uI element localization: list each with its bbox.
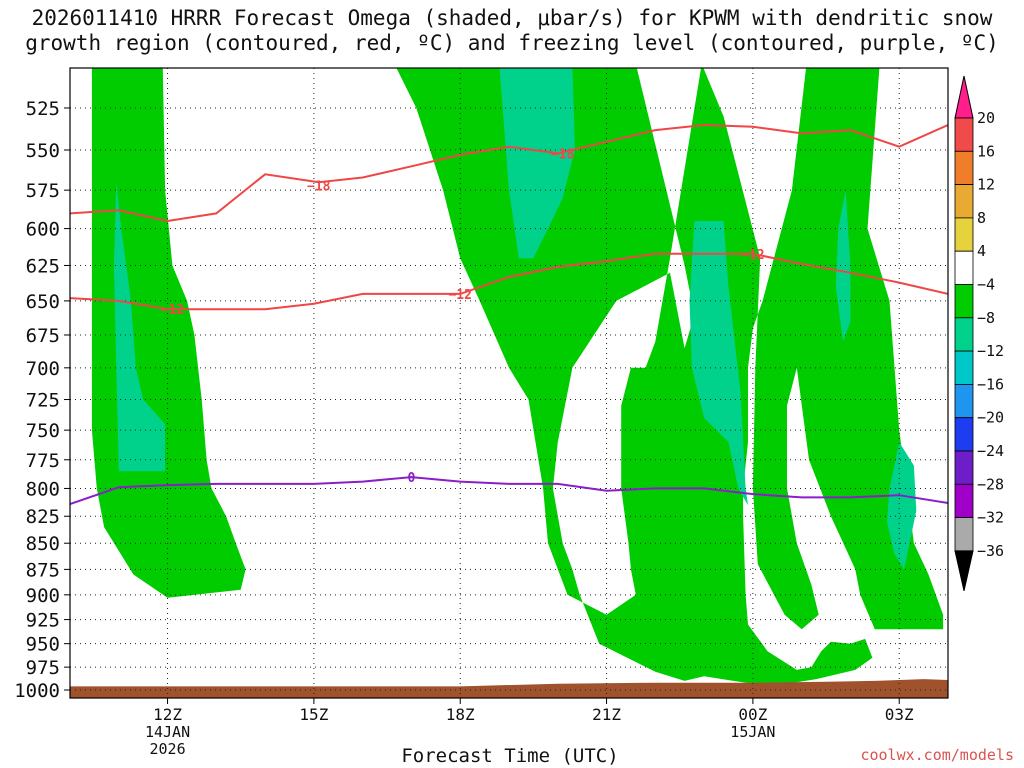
colorbar-label: 16 (977, 142, 995, 160)
y-tick-label: 800 (26, 478, 60, 500)
contour-line-2 (70, 476, 948, 506)
x-tick-label: 12Z (153, 705, 182, 724)
omega-region-0 (91, 68, 246, 598)
colorbar-label: −36 (977, 542, 1004, 560)
omega-region-6 (887, 442, 917, 570)
title-line-2: growth region (contoured, red, ºC) and f… (25, 31, 999, 55)
plot-frame (69, 67, 949, 699)
y-tick-label: 725 (26, 390, 60, 412)
y-tick-label: 550 (26, 140, 60, 162)
x-tick-sublabel: 14JAN (145, 723, 190, 741)
x-tick-sublabel: 15JAN (730, 723, 775, 741)
colorbar-label: −28 (977, 475, 1004, 493)
colorbar-segment (954, 517, 974, 552)
y-tick-label: 775 (26, 450, 60, 472)
colorbar-label: −12 (977, 342, 1004, 360)
y-tick-label: 825 (26, 506, 60, 528)
colorbar-segment (954, 450, 974, 485)
colorbar-label: −20 (977, 409, 1004, 427)
contour-label: −12 (741, 248, 764, 263)
colorbar-segment (954, 150, 974, 186)
y-tick-label: 700 (26, 358, 60, 380)
y-tick-label: 525 (26, 98, 60, 120)
y-tick-label: 925 (26, 610, 60, 632)
colorbar-segment (954, 317, 974, 352)
omega-region-3 (499, 68, 575, 259)
colorbar-label: −16 (977, 375, 1004, 393)
colorbar-label: −32 (977, 509, 1004, 527)
y-tick-label: 975 (26, 657, 60, 679)
colorbar-segment (954, 184, 974, 219)
colorbar-segment (954, 417, 974, 452)
x-axis-label: Forecast Time (UTC) (401, 745, 619, 767)
x-tick-label: 03Z (885, 705, 914, 724)
contour-line-1 (70, 252, 948, 311)
y-tick-label: 900 (26, 585, 60, 607)
colorbar: 20 16 12 8 4 −4 −8 −12 −16 −20 −24 −28 −32 −36 (954, 75, 1004, 592)
colorbar-top-arrow (954, 75, 974, 119)
credit-text: coolwx.com/models (860, 746, 1014, 764)
y-tick-label: 750 (26, 420, 60, 442)
y-axis: 525 550 575 600 625 650 675 700 725 750 775 800 825 8… (14, 98, 70, 702)
colorbar-segment (954, 250, 974, 285)
contour-line-0 (70, 123, 948, 223)
omega-shading (91, 68, 944, 684)
contour-layer: −18 −18 −12 −12 −12 0 (70, 123, 948, 506)
y-tick-label: 600 (26, 219, 60, 241)
x-tick-sublabel: 2026 (149, 740, 185, 758)
y-tick-label: 650 (26, 291, 60, 313)
colorbar-label: 4 (977, 242, 986, 260)
colorbar-segment (954, 284, 974, 319)
colorbar-label: −8 (977, 309, 995, 327)
terrain-layer (70, 679, 948, 698)
y-tick-label: 850 (26, 533, 60, 555)
omega-region-4 (689, 221, 748, 506)
colorbar-bottom-arrow (954, 550, 974, 592)
colorbar-label: 12 (977, 176, 995, 194)
y-tick-label: 675 (26, 325, 60, 347)
title-line-1: 2026011410 HRRR Forecast Omega (shaded, … (31, 6, 993, 30)
colorbar-segment (954, 350, 974, 385)
omega-region-2 (396, 68, 944, 684)
y-tick-label: 950 (26, 634, 60, 656)
contour-label: −18 (551, 147, 575, 162)
y-tick-label: 875 (26, 559, 60, 581)
chart-title: 2026011410 HRRR Forecast Omega (shaded, … (0, 6, 1024, 56)
contour-label: −12 (448, 288, 471, 303)
x-tick-label: 18Z (446, 705, 475, 724)
contour-label: −12 (161, 303, 184, 318)
terrain-fill (70, 679, 948, 698)
colorbar-segment (954, 483, 974, 518)
colorbar-segment (954, 383, 974, 419)
colorbar-label: −24 (977, 442, 1004, 460)
omega-region-1 (113, 182, 166, 472)
colorbar-segment (954, 117, 974, 152)
omega-region-5 (835, 190, 851, 342)
x-tick-label: 21Z (592, 705, 621, 724)
x-tick-label: 00Z (738, 705, 767, 724)
grid-layer (70, 68, 948, 698)
y-tick-label: 1000 (14, 680, 60, 702)
colorbar-label: 20 (977, 109, 995, 127)
y-tick-label: 575 (26, 180, 60, 202)
contour-label: −18 (307, 179, 331, 194)
x-tick-label: 15Z (299, 705, 328, 724)
y-tick-label: 625 (26, 255, 60, 277)
colorbar-segment (954, 217, 974, 252)
colorbar-label: −4 (977, 276, 995, 294)
colorbar-label: 8 (977, 209, 986, 227)
contour-label: 0 (408, 471, 416, 486)
